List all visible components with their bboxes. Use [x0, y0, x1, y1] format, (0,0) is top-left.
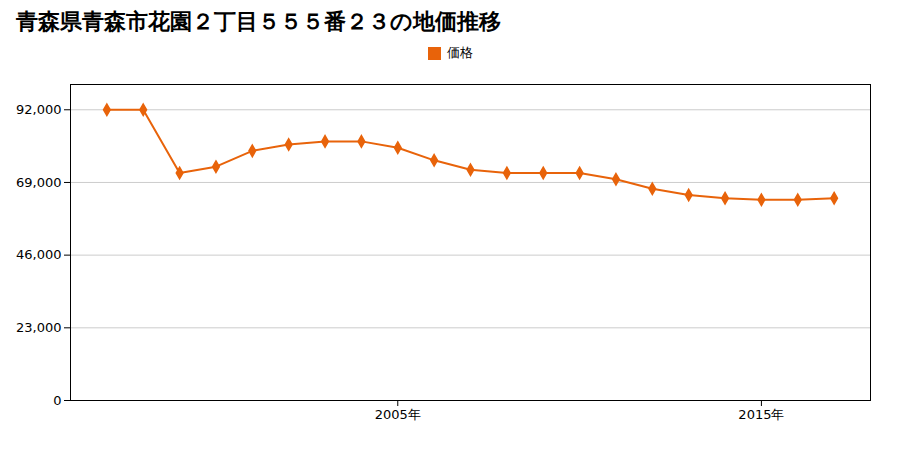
svg-text:0: 0 — [53, 393, 61, 408]
html-text:青森県青森市花園２丁目５５５番２３の地価推移: 青森県青森市花園２丁目５５５番２３の地価推移 — [16, 9, 501, 34]
svg-text:23,000: 23,000 — [16, 320, 62, 335]
svg-text:69,000: 69,000 — [16, 175, 62, 190]
svg-text:2015年: 2015年 — [738, 407, 784, 422]
svg-text:2005年: 2005年 — [375, 407, 421, 422]
html-text:価格: 価格 — [446, 45, 473, 60]
svg-text:46,000: 46,000 — [16, 247, 62, 262]
svg-text:92,000: 92,000 — [16, 102, 62, 117]
